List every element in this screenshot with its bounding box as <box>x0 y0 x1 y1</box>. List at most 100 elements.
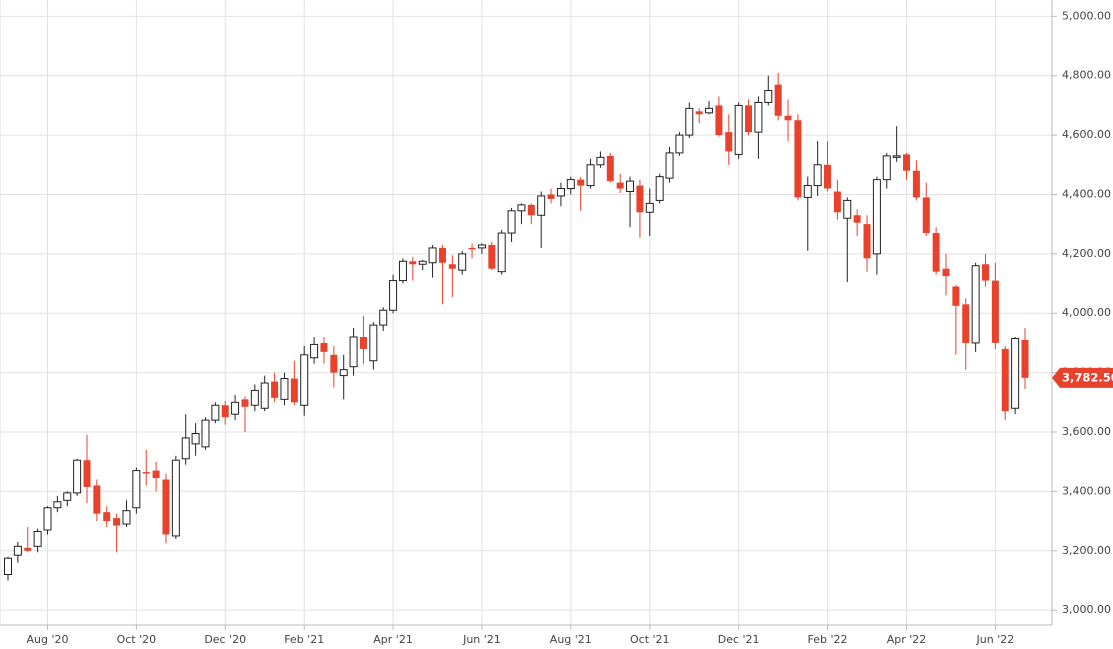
candle-body <box>665 152 674 179</box>
candle-body <box>586 164 595 187</box>
candle-body <box>774 84 782 116</box>
candle-body <box>912 170 920 198</box>
x-tick-label: Aug '20 <box>26 633 68 646</box>
candle-body <box>1021 339 1029 378</box>
candle-body <box>103 512 111 522</box>
candle-body <box>250 389 259 406</box>
candle-body <box>221 405 229 418</box>
x-tick-label: Oct '20 <box>117 633 157 646</box>
candle-body <box>903 154 911 171</box>
candle-body <box>764 90 773 103</box>
candle-body <box>211 404 220 421</box>
y-tick-label: 3,000.00 <box>1062 603 1111 616</box>
candle-body <box>991 280 999 343</box>
candle-body <box>477 244 486 249</box>
candle-body <box>982 264 990 281</box>
candle-body <box>132 470 141 509</box>
candle-body <box>389 280 398 311</box>
candle-body <box>636 185 644 213</box>
candle-body <box>181 437 190 460</box>
candle-body <box>843 199 852 219</box>
x-tick-label: Jun '22 <box>976 633 1015 646</box>
candle-body <box>833 191 841 213</box>
candle-body <box>418 260 427 265</box>
candle-body <box>556 188 565 197</box>
candle-body <box>191 432 200 445</box>
x-tick-label: Aug '21 <box>550 633 592 646</box>
candle-body <box>734 104 743 155</box>
x-tick-label: Apr '22 <box>887 633 927 646</box>
candle-body <box>675 134 684 154</box>
candle-body <box>606 155 614 182</box>
candle-body <box>695 111 703 115</box>
candle-body <box>645 202 654 213</box>
candle-body <box>271 381 279 398</box>
candle-body <box>566 179 575 190</box>
candle-body <box>53 501 62 509</box>
candle-body <box>171 459 180 537</box>
candle-body <box>398 260 407 282</box>
candle-body <box>705 107 714 114</box>
candle-body <box>497 232 506 273</box>
candle-body <box>369 324 378 362</box>
candle-body <box>428 247 437 264</box>
candle-body <box>320 342 328 352</box>
candle-body <box>803 185 812 198</box>
candle-body <box>43 507 52 531</box>
candle-body <box>892 155 901 158</box>
y-tick-label: 4,400.00 <box>1062 187 1111 200</box>
grid <box>0 0 1052 625</box>
candle-body <box>448 264 456 269</box>
x-tick-label: Jun '21 <box>462 633 501 646</box>
candle-body <box>468 247 476 250</box>
candle-body <box>438 247 446 263</box>
candle-body <box>882 155 891 181</box>
x-tick-label: Dec '21 <box>718 633 760 646</box>
candle-body <box>152 470 160 479</box>
candle-body <box>162 479 170 535</box>
y-tick-label: 3,600.00 <box>1062 425 1111 438</box>
candle-body <box>142 472 150 474</box>
candle-body <box>754 101 763 133</box>
y-tick-label: 5,000.00 <box>1062 9 1111 22</box>
candle-body <box>596 156 605 166</box>
candle-body <box>745 105 753 133</box>
candle-body <box>113 518 121 526</box>
candle-body <box>932 233 940 272</box>
candle-body <box>1001 348 1009 412</box>
candle-body <box>13 545 22 556</box>
candle-body <box>310 343 319 359</box>
candle-body <box>73 459 82 494</box>
candle-body <box>922 197 930 234</box>
candle-body <box>962 304 970 343</box>
candle-body <box>655 176 664 201</box>
x-tick-label: Dec '20 <box>204 633 246 646</box>
candle-body <box>93 485 101 514</box>
candle-body <box>488 244 496 269</box>
x-tick-label: Apr '21 <box>373 633 413 646</box>
y-tick-label: 3,400.00 <box>1062 484 1111 497</box>
candle-body <box>290 378 298 403</box>
candle-body <box>339 369 348 377</box>
candle-body <box>33 530 42 547</box>
last-price-label: 3,782.50 <box>1062 370 1113 384</box>
candle-body <box>971 265 980 344</box>
candles <box>4 72 1029 581</box>
candle-body <box>379 309 388 326</box>
candle-body <box>725 132 733 152</box>
candle-body <box>409 261 417 265</box>
x-tick-label: Feb '21 <box>284 633 324 646</box>
candle-body <box>122 510 131 525</box>
y-tick-label: 3,200.00 <box>1062 544 1111 557</box>
candle-body <box>241 399 249 407</box>
candle-body <box>547 194 555 199</box>
candle-body <box>537 195 546 216</box>
candle-body <box>626 180 635 193</box>
y-tick-label: 4,800.00 <box>1062 69 1111 82</box>
candle-body <box>231 401 240 415</box>
candle-body <box>507 210 516 234</box>
candle-body <box>201 419 210 448</box>
candle-body <box>853 215 861 223</box>
